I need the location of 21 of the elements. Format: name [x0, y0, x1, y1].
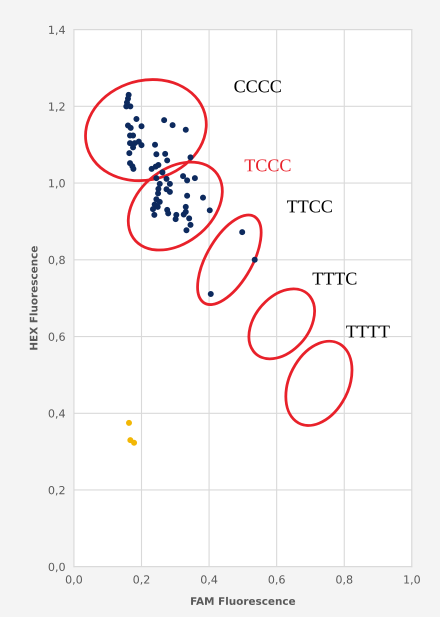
- y-tick-label: 0,2: [48, 486, 64, 496]
- x-tick-label: 1,0: [404, 575, 420, 585]
- annotation: TTTT: [346, 326, 390, 338]
- y-tick-label: 0,0: [48, 562, 65, 572]
- y-tick-label: 0,6: [48, 332, 65, 342]
- y-tick-label: 1,2: [49, 102, 64, 112]
- y-tick-label: 0,4: [48, 409, 65, 419]
- x-tick-label: 0,8: [336, 575, 352, 585]
- annotation: TTTC: [312, 272, 356, 285]
- x-tick-label: 0,4: [200, 575, 218, 585]
- annotation: TCCC: [244, 159, 290, 172]
- y-axis-title: HEX Fluorescence: [30, 246, 38, 350]
- annotation: CCCC: [234, 80, 281, 92]
- x-tick-label: 0,2: [133, 575, 150, 585]
- annotation: TTCC: [287, 200, 332, 213]
- x-tick-label: 0,6: [268, 575, 285, 585]
- y-tick-label: 1,4: [49, 26, 65, 36]
- x-axis-title: FAM Fluorescence: [191, 596, 296, 605]
- y-tick-label: 0,8: [48, 256, 65, 266]
- y-tick-label: 1,0: [49, 179, 65, 189]
- x-tick-label: 0,0: [66, 575, 82, 585]
